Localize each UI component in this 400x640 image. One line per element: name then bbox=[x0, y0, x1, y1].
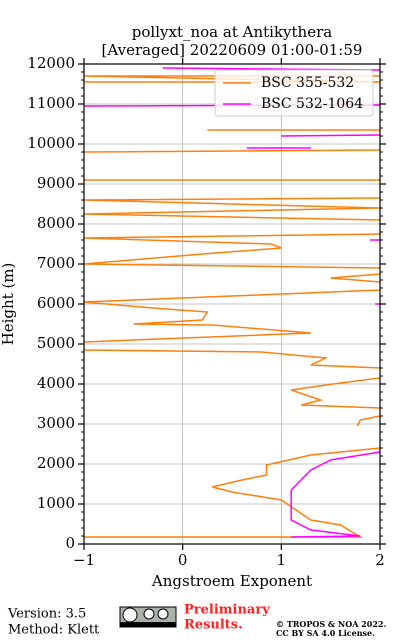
y-tick-label: 3000 bbox=[37, 414, 75, 432]
y-tick-label: 0 bbox=[65, 534, 75, 552]
version: Version: 3.5 bbox=[7, 607, 86, 622]
chart-title: pollyxt_noa at Antikythera bbox=[132, 23, 332, 41]
legend-box bbox=[214, 69, 374, 117]
preliminary: Preliminary bbox=[184, 603, 270, 618]
x-tick-label: 1 bbox=[277, 551, 287, 569]
y-tick-label: 4000 bbox=[37, 374, 75, 392]
copyright: © TROPOS & NOA 2022. bbox=[276, 619, 386, 629]
x-tick-label: −1 bbox=[73, 551, 95, 569]
y-tick-label: 7000 bbox=[37, 254, 75, 272]
method: Method: Klett bbox=[8, 623, 100, 638]
plot-frame bbox=[83, 63, 381, 545]
y-tick-label: 1000 bbox=[37, 494, 75, 512]
y-tick-label: 11000 bbox=[27, 94, 75, 112]
y-tick-label: 12000 bbox=[27, 54, 75, 72]
x-tick-label: 2 bbox=[375, 551, 385, 569]
profile-line bbox=[84, 67, 380, 538]
x-tick-label: 0 bbox=[178, 551, 188, 569]
cc-badge bbox=[119, 606, 177, 628]
y-tick-label: 2000 bbox=[37, 454, 75, 472]
copyright: CC BY SA 4.0 License. bbox=[276, 628, 375, 638]
y-tick-label: 5000 bbox=[37, 334, 75, 352]
plot-lines bbox=[84, 67, 380, 538]
legend-label: BSC 532-1064 bbox=[261, 96, 363, 112]
y-tick-label: 6000 bbox=[37, 294, 75, 312]
y-axis-label: Height (m) bbox=[0, 263, 17, 346]
chart-title: [Averaged] 20220609 01:00-01:59 bbox=[102, 41, 363, 59]
y-tick-label: 9000 bbox=[37, 174, 75, 192]
y-tick-label: 10000 bbox=[27, 134, 75, 152]
x-axis-label: Angstroem Exponent bbox=[151, 572, 312, 590]
y-tick-label: 8000 bbox=[37, 214, 75, 232]
legend-label: BSC 355-532 bbox=[261, 75, 354, 91]
preliminary: Results. bbox=[184, 618, 243, 633]
profile-line bbox=[84, 75, 380, 538]
